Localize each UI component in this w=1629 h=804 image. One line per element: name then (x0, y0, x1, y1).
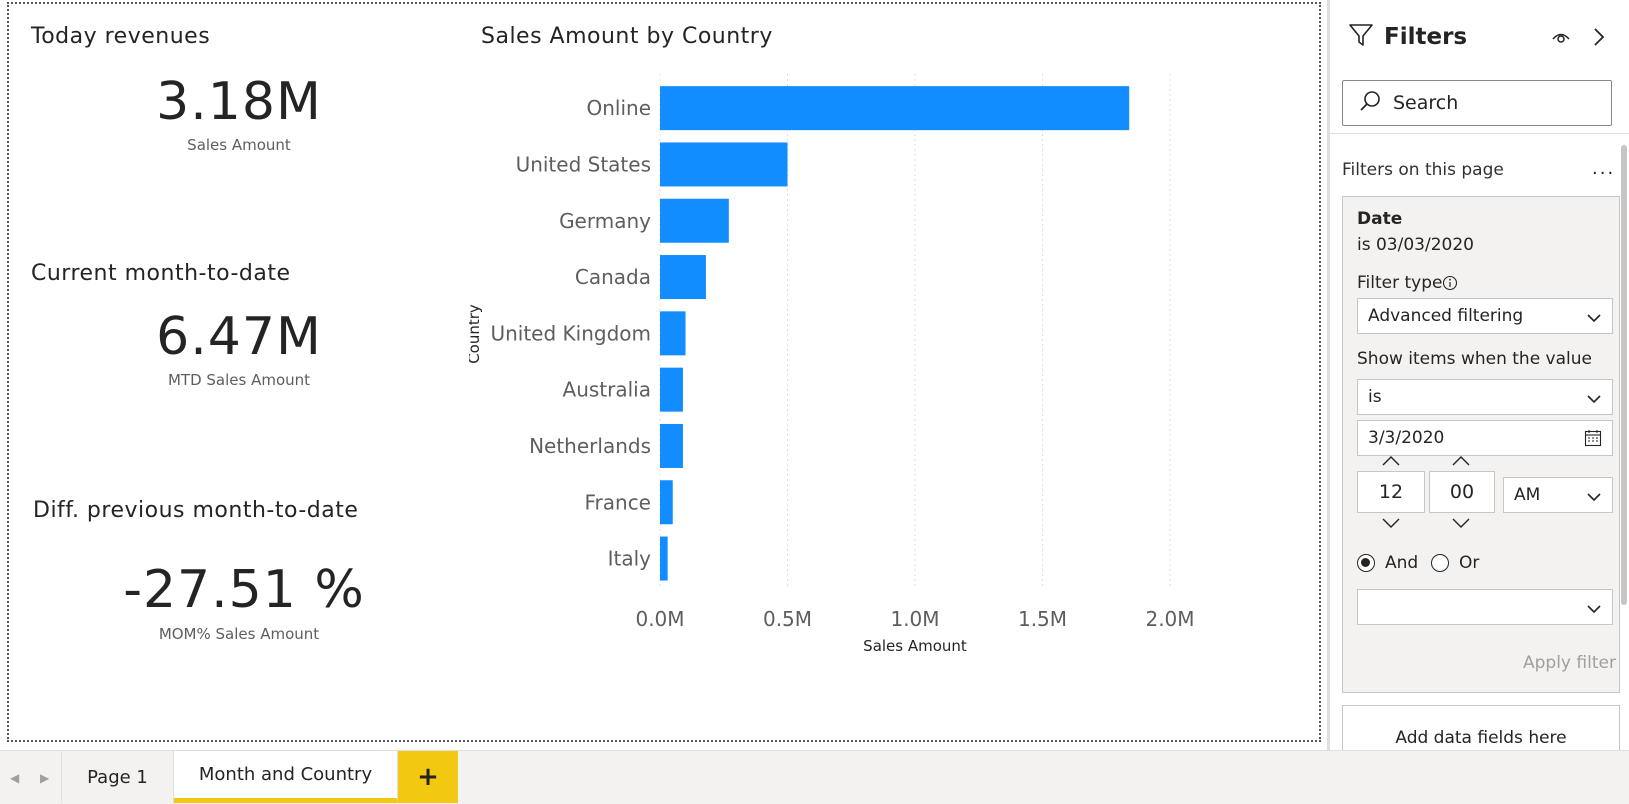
filters-section-label: Filters on this page (1342, 160, 1504, 180)
ampm-value: AM (1514, 485, 1541, 505)
filter-type-label: Filter type (1357, 273, 1443, 293)
category-label: Germany (559, 209, 651, 233)
chevron-down-icon (1586, 309, 1602, 329)
second-condition-dropdown[interactable] (1357, 589, 1613, 625)
hour-input[interactable]: 12 (1357, 471, 1425, 513)
kpi-label-mom: MOM% Sales Amount (158, 625, 320, 643)
tab-next-icon[interactable]: ▶ (40, 771, 50, 785)
add-data-fields-dropzone[interactable]: Add data fields here (1342, 705, 1620, 755)
date-filter-card: Date is 03/03/2020 Filter type Advanced … (1342, 196, 1620, 693)
x-tick-label: 1.5M (1018, 607, 1067, 631)
hour-down-icon[interactable] (1381, 517, 1401, 529)
report-canvas: Today revenues 3.18M Sales Amount Curren… (7, 2, 1321, 742)
x-axis-title: Sales Amount (863, 637, 967, 655)
kpi-label-mtd: MTD Sales Amount (167, 371, 311, 389)
filter-type-value: Advanced filtering (1368, 306, 1524, 326)
y-axis-title: Country (469, 304, 483, 364)
bar (660, 142, 788, 187)
kpi-label-today: Sales Amount (187, 136, 291, 154)
filter-type-dropdown[interactable]: Advanced filtering (1357, 298, 1613, 334)
bar (660, 255, 706, 300)
tab-prev-icon[interactable]: ◀ (10, 771, 20, 785)
calendar-icon[interactable] (1584, 429, 1602, 452)
kpi-value-mom: -27.51 % (123, 560, 365, 620)
sales-by-country-chart[interactable]: Sales Amount by Country 0.0M 0.5M 1.0M 1.5M… (469, 24, 1269, 684)
chevron-down-icon (1586, 488, 1602, 508)
tab-label: Page 1 (87, 766, 148, 788)
category-label: Australia (563, 378, 651, 402)
category-label: Italy (608, 547, 652, 571)
tab-page-1[interactable]: Page 1 (61, 751, 174, 803)
filters-title: Filters (1384, 24, 1468, 50)
collapse-chevron-icon[interactable] (1586, 24, 1612, 50)
category-label: France (584, 490, 651, 514)
filters-pane: Filters Search Filters on this page ... … (1329, 0, 1629, 755)
filter-field-name: Date (1357, 209, 1403, 229)
kpi-value-today: 3.18M (156, 72, 322, 132)
kpi-title-mom: Diff. previous month-to-date (33, 498, 359, 523)
filters-scrollbar[interactable] (1621, 145, 1627, 605)
date-input[interactable]: 3/3/2020 (1357, 420, 1613, 456)
category-label: Netherlands (529, 434, 651, 458)
and-label: And (1385, 553, 1419, 573)
ampm-dropdown[interactable]: AM (1503, 477, 1613, 513)
bar (660, 536, 668, 581)
apply-filter-button[interactable]: Apply filter (1523, 653, 1616, 673)
condition-value: is (1368, 387, 1382, 407)
kpi-title-mtd: Current month-to-date (31, 261, 291, 286)
x-tick-label: 0.0M (635, 607, 684, 631)
eye-visibility-icon[interactable] (1548, 24, 1574, 50)
x-tick-label: 2.0M (1145, 607, 1194, 631)
category-label: Canada (575, 265, 651, 289)
date-value: 3/3/2020 (1368, 428, 1445, 448)
or-radio[interactable] (1431, 554, 1449, 572)
more-options-icon[interactable]: ... (1592, 158, 1616, 179)
chart-title: Sales Amount by Country (481, 24, 773, 49)
chevron-down-icon (1586, 600, 1602, 620)
bar (660, 311, 686, 356)
bar (660, 198, 729, 243)
add-page-button[interactable]: + (398, 751, 458, 803)
category-label: Online (586, 96, 651, 120)
bar (660, 367, 683, 412)
kpi-value-mtd: 6.47M (156, 307, 322, 367)
hour-up-icon[interactable] (1381, 455, 1401, 467)
tab-month-and-country[interactable]: Month and Country (174, 751, 398, 803)
search-placeholder: Search (1393, 92, 1459, 114)
filters-separator (1330, 133, 1629, 134)
x-tick-label: 1.0M (890, 607, 939, 631)
minute-input[interactable]: 00 (1429, 471, 1495, 513)
kpi-title-today: Today revenues (31, 24, 211, 49)
tab-label: Month and Country (198, 764, 373, 785)
filters-search-input[interactable]: Search (1342, 80, 1612, 126)
minute-value: 00 (1449, 481, 1475, 503)
chart-svg: 0.0M 0.5M 1.0M 1.5M 2.0M Online United States G… (469, 74, 1195, 655)
bar (660, 86, 1130, 131)
bar (660, 480, 673, 525)
condition-dropdown[interactable]: is (1357, 379, 1613, 415)
pane-divider (1327, 0, 1329, 750)
plus-icon: + (417, 762, 439, 792)
minute-up-icon[interactable] (1451, 455, 1471, 467)
category-label: United Kingdom (490, 321, 651, 345)
bar (660, 423, 683, 468)
x-tick-label: 0.5M (763, 607, 812, 631)
filter-summary: is 03/03/2020 (1357, 235, 1474, 255)
filter-funnel-icon (1348, 22, 1374, 52)
and-radio[interactable] (1357, 554, 1375, 572)
filters-header: Filters (1348, 22, 1467, 52)
search-icon (1359, 90, 1381, 116)
or-label: Or (1459, 553, 1480, 573)
show-items-label: Show items when the value (1357, 349, 1592, 369)
info-icon[interactable] (1442, 275, 1458, 295)
category-label: United States (516, 152, 651, 176)
hour-value: 12 (1378, 481, 1404, 503)
page-tab-bar: ◀ ▶ Page 1 Month and Country + (0, 750, 1629, 804)
chevron-down-icon (1586, 390, 1602, 410)
minute-down-icon[interactable] (1451, 517, 1471, 529)
